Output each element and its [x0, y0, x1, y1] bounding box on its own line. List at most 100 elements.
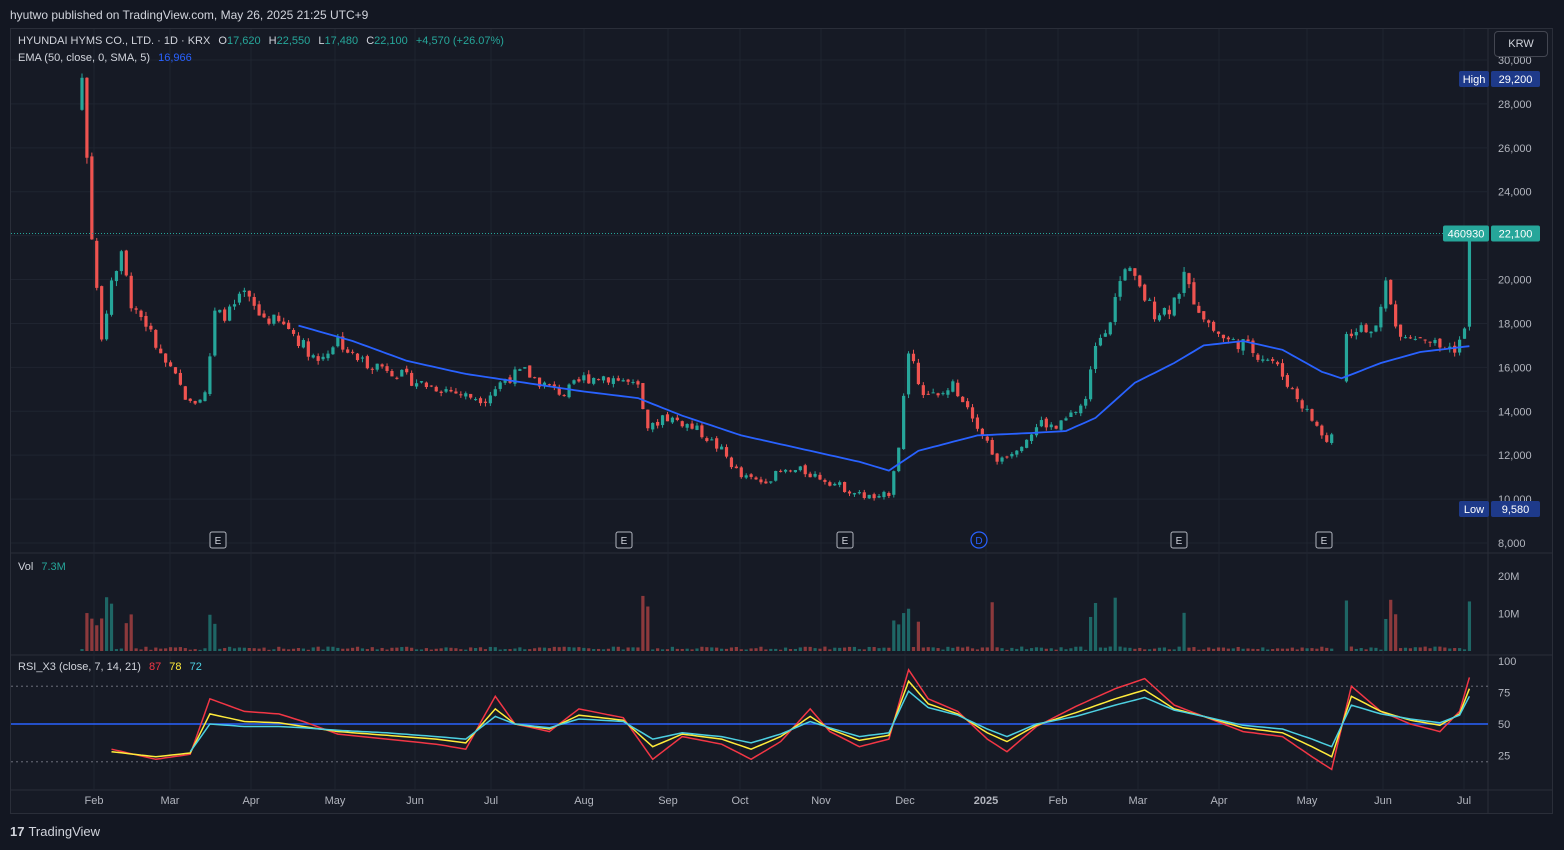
volume-bar	[105, 597, 109, 651]
candle-body	[444, 389, 448, 392]
volume-bar	[1315, 648, 1319, 651]
volume-bar	[478, 647, 483, 651]
volume-value: 7.3M	[41, 561, 66, 573]
chart-frame[interactable]	[10, 28, 1553, 814]
volume-bar	[1403, 647, 1408, 651]
currency-button[interactable]: KRW	[1494, 31, 1548, 57]
volume-bar	[1079, 646, 1083, 651]
candle-body	[779, 470, 783, 472]
volume-bar	[1216, 647, 1221, 651]
candle-body	[1123, 269, 1127, 281]
earnings-marker	[209, 531, 227, 549]
rsi-legend[interactable]: RSI_X3 (close, 7, 14, 21) 87 78 72	[18, 661, 202, 673]
volume-bar	[228, 646, 232, 651]
candle-body	[813, 473, 817, 477]
candle-body	[577, 379, 581, 382]
volume-bar	[1034, 647, 1039, 651]
volume-bar	[375, 649, 379, 651]
tradingview-logo[interactable]: 17 TradingView	[10, 824, 100, 839]
high-tag-value-bg	[1491, 71, 1540, 87]
volume-bar	[552, 646, 556, 651]
candle-body	[572, 380, 576, 384]
candle-body	[168, 362, 173, 367]
candle-body	[1300, 400, 1304, 409]
candle-body	[818, 474, 822, 480]
volume-bar	[985, 647, 989, 651]
candle-body	[754, 477, 758, 480]
volume-bar	[675, 648, 679, 651]
candle-body	[1034, 427, 1039, 436]
volume-bar	[272, 649, 276, 651]
candle-body	[1389, 279, 1393, 305]
candle-body	[139, 310, 143, 318]
volume-bar	[351, 647, 355, 651]
candle-body	[931, 392, 935, 394]
volume-bar	[1064, 649, 1068, 651]
candle-body	[296, 335, 301, 347]
volume-bar	[1108, 646, 1112, 651]
volume-bar	[636, 647, 640, 651]
volume-bar	[1320, 646, 1324, 651]
volume-bar	[1231, 648, 1235, 651]
candle-body	[208, 356, 212, 395]
earnings-marker	[1170, 531, 1188, 549]
volume-bar	[296, 648, 301, 651]
volume-bar	[410, 647, 414, 651]
volume-bar	[159, 648, 163, 651]
symbol-name[interactable]: HYUNDAI HYMS CO., LTD. · 1D · KRX	[18, 35, 211, 47]
volume-bar	[1029, 648, 1034, 651]
candle-body	[852, 493, 857, 495]
price-axis-label: 12,000	[1498, 450, 1532, 462]
candle-body	[1148, 299, 1152, 301]
candle-body	[1315, 421, 1319, 426]
volume-bar	[1039, 647, 1043, 651]
candle-body	[1226, 337, 1230, 340]
volume-bar	[847, 646, 852, 651]
ema-legend[interactable]: EMA (50, close, 0, SMA, 5) 16,966	[18, 52, 192, 64]
volume-bar	[1000, 648, 1004, 651]
volume-bar	[1089, 616, 1093, 651]
rsi-axis-label: 100	[1498, 656, 1516, 668]
candle-body	[887, 493, 891, 496]
dividend-marker-label: D	[975, 536, 982, 547]
rsi-value-fast: 87	[148, 661, 162, 673]
candle-body	[656, 421, 660, 426]
volume-bar	[424, 648, 428, 651]
candle-body	[528, 365, 532, 378]
candle-body	[380, 364, 384, 367]
candle-body	[134, 308, 138, 310]
candle-body	[1197, 305, 1201, 313]
candle-body	[228, 306, 232, 321]
volume-bar	[1251, 648, 1255, 651]
candle-body	[995, 453, 999, 462]
volume-bar	[887, 647, 891, 651]
candle-body	[424, 382, 428, 388]
candle-body	[464, 393, 468, 397]
candle-body	[1275, 362, 1280, 365]
candle-body	[1433, 339, 1437, 344]
volume-bar	[188, 649, 192, 651]
candle-body	[1000, 457, 1004, 462]
volume-bar	[828, 649, 832, 651]
earnings-marker	[615, 531, 633, 549]
volume-bar	[995, 647, 999, 651]
candle-body	[882, 491, 886, 498]
volume-bar	[961, 647, 965, 651]
volume-bar	[257, 648, 261, 651]
volume-legend[interactable]: Vol 7.3M	[18, 561, 66, 573]
high-label: H	[268, 35, 277, 47]
candle-body	[970, 407, 975, 419]
volume-bar	[444, 647, 448, 651]
candle-body	[287, 322, 291, 330]
volume-bar	[95, 625, 99, 651]
volume-bar	[1103, 647, 1107, 651]
volume-bar	[119, 648, 123, 651]
candle-body	[793, 470, 797, 473]
candle-body	[616, 378, 620, 381]
candle-body	[626, 379, 630, 382]
volume-bar	[1256, 648, 1260, 651]
volume-bar	[1093, 602, 1098, 651]
volume-bar	[1408, 648, 1412, 651]
candle-body	[1369, 331, 1373, 334]
